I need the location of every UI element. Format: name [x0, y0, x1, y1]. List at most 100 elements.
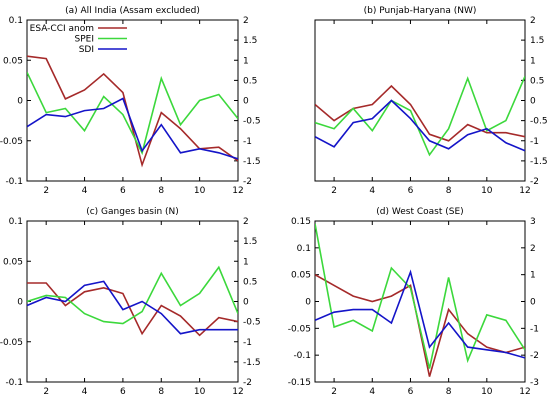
y-left-tick-label: 0.05 — [3, 257, 23, 267]
y-right-tick-label: 2 — [530, 244, 536, 254]
x-tick-label: 2 — [43, 186, 49, 196]
y-right-tick-label: 1 — [530, 271, 536, 281]
plot-frame — [314, 19, 526, 182]
y-right-tick-label: 1.5 — [243, 36, 257, 46]
y-right-tick-label: -0.5 — [530, 117, 548, 127]
y-left-tick-label: 0.1 — [9, 217, 23, 227]
y-right-tick-label: -1.5 — [243, 157, 261, 167]
y-right-tick-label: -1 — [530, 137, 539, 147]
x-tick-label: 12 — [232, 186, 243, 196]
x-tick-label: 6 — [120, 186, 126, 196]
y-right-tick-label: 0.5 — [243, 76, 257, 86]
series-line-sdi — [315, 269, 525, 359]
y-left-tick-label: 0.05 — [291, 271, 311, 281]
legend-label: SPEI — [75, 35, 94, 45]
x-tick-label: 8 — [446, 387, 452, 397]
x-tick-label: 2 — [331, 387, 337, 397]
x-tick-label: 2 — [331, 186, 337, 196]
y-left-tick-label: 0.1 — [297, 244, 311, 254]
y-right-tick-label: -2 — [530, 177, 539, 187]
chart-panel: (a) All India (Assam excluded) 2 4 6 8 10 12 -0… — [0, 6, 261, 196]
y-left-tick-label: -0.1 — [5, 378, 23, 388]
plot-frame — [314, 220, 526, 383]
x-tick-label: 8 — [158, 186, 164, 196]
x-tick-label: 10 — [481, 387, 493, 397]
x-tick-label: 12 — [519, 387, 530, 397]
y-right-tick-label: 1 — [243, 257, 249, 267]
y-right-tick-label: 0.5 — [243, 277, 257, 287]
y-left-tick-label: 0.1 — [9, 16, 23, 26]
x-tick-label: 8 — [446, 186, 452, 196]
x-tick-label: 10 — [194, 387, 206, 397]
y-right-tick-label: 0.5 — [530, 76, 544, 86]
y-left-tick-label: -0.15 — [288, 378, 311, 388]
x-tick-label: 4 — [369, 186, 375, 196]
series-line-esa-cci-anom — [27, 55, 238, 168]
x-tick-label: 4 — [369, 387, 375, 397]
y-left-tick-label: 0 — [17, 298, 23, 308]
y-left-tick-label: -0.1 — [5, 177, 23, 187]
y-right-tick-label: -0.5 — [243, 318, 261, 328]
y-right-tick-label: -2 — [530, 351, 539, 361]
y-right-tick-label: -1 — [243, 338, 252, 348]
y-right-tick-label: 0 — [243, 298, 249, 308]
y-left-tick-label: 0 — [17, 97, 23, 107]
y-right-tick-label: 2 — [243, 217, 249, 227]
x-tick-label: 6 — [120, 387, 126, 397]
y-right-tick-label: -3 — [530, 378, 539, 388]
series-line-sdi — [27, 280, 238, 335]
x-tick-label: 10 — [481, 186, 493, 196]
y-right-tick-label: -0.5 — [243, 117, 261, 127]
x-tick-label: 8 — [158, 387, 164, 397]
plot-frame — [26, 19, 239, 182]
series-line-spei — [315, 223, 525, 369]
y-left-tick-label: 0.05 — [3, 56, 23, 66]
series-line-spei — [315, 75, 525, 157]
legend-label: ESA-CCI anom — [30, 24, 94, 34]
series-line-sdi — [315, 99, 525, 152]
y-right-tick-label: 1 — [530, 56, 536, 66]
chart-panel: (c) Ganges basin (N)2 4 6 8 10 12-0.1-0.0500.… — [0, 207, 261, 397]
y-right-tick-label: -2 — [243, 177, 252, 187]
series-line-esa-cci-anom — [315, 84, 525, 142]
x-tick-label: 10 — [194, 186, 206, 196]
y-right-tick-label: -1 — [530, 324, 539, 334]
y-right-tick-label: 0 — [243, 97, 249, 107]
y-left-tick-label: -0.05 — [0, 338, 23, 348]
x-tick-label: 4 — [82, 186, 88, 196]
y-left-tick-label: -0.05 — [288, 324, 311, 334]
y-right-tick-label: -2 — [243, 378, 252, 388]
y-left-tick-label: 0.15 — [291, 217, 311, 227]
x-tick-label: 12 — [232, 387, 243, 397]
y-right-tick-label: -1 — [243, 137, 252, 147]
x-tick-label: 6 — [408, 186, 414, 196]
x-tick-label: 6 — [408, 387, 414, 397]
y-left-tick-label: -0.1 — [293, 351, 311, 361]
x-tick-label: 4 — [82, 387, 88, 397]
y-right-tick-label: -1.5 — [530, 157, 548, 167]
y-left-tick-label: 0 — [305, 298, 311, 308]
series-line-sdi — [27, 97, 238, 160]
y-right-tick-label: 2 — [243, 16, 249, 26]
series-line-spei — [27, 265, 238, 325]
y-right-tick-label: 2 — [530, 16, 536, 26]
panel-title: (b) Punjab-Haryana (NW) — [364, 6, 477, 16]
series-line-spei — [27, 71, 238, 156]
x-tick-label: 2 — [43, 387, 49, 397]
y-right-tick-label: 0 — [530, 298, 536, 308]
panel-title: (a) All India (Assam excluded) — [65, 6, 200, 16]
y-left-tick-label: -0.05 — [0, 137, 23, 147]
plot-frame — [26, 220, 239, 383]
legend-label: SDI — [79, 45, 94, 55]
x-tick-label: 12 — [519, 186, 530, 196]
series-line-esa-cci-anom — [27, 282, 238, 337]
y-right-tick-label: 0 — [530, 97, 536, 107]
y-right-tick-label: 3 — [530, 217, 536, 227]
y-right-tick-label: 1.5 — [530, 36, 544, 46]
panel-title: (c) Ganges basin (N) — [86, 207, 179, 217]
panel-title: (d) West Coast (SE) — [376, 207, 463, 217]
y-right-tick-label: -1.5 — [243, 358, 261, 368]
chart-panel: (b) Punjab-Haryana (NW)2 4 6 8 10 12-2-1.5-1-… — [314, 6, 548, 196]
chart-panel: (d) West Coast (SE)2 4 6 8 10 12-0.15-0.1-0.0… — [288, 207, 539, 397]
